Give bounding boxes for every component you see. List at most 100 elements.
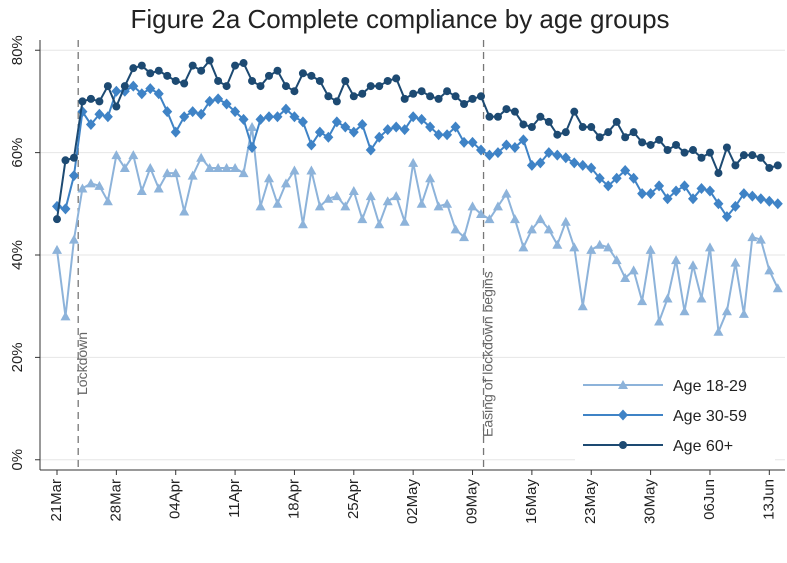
marker xyxy=(374,219,385,229)
marker xyxy=(102,111,113,123)
marker xyxy=(324,92,333,101)
marker xyxy=(392,74,401,83)
marker xyxy=(348,126,359,138)
marker xyxy=(552,239,563,249)
marker xyxy=(655,135,664,144)
x-tick-label: 16May xyxy=(523,479,540,525)
marker xyxy=(526,159,537,171)
marker xyxy=(688,193,698,205)
marker xyxy=(561,128,570,137)
x-tick-label: 21Mar xyxy=(48,479,65,522)
marker xyxy=(238,168,249,178)
marker xyxy=(230,106,241,118)
marker xyxy=(214,76,223,85)
marker xyxy=(536,112,545,121)
marker xyxy=(137,61,146,70)
marker xyxy=(239,59,248,68)
marker xyxy=(671,255,682,265)
marker xyxy=(543,147,554,159)
marker xyxy=(280,103,291,115)
marker xyxy=(426,92,435,101)
marker xyxy=(400,94,409,103)
marker xyxy=(264,173,274,183)
marker xyxy=(620,273,631,283)
marker xyxy=(704,185,715,197)
marker xyxy=(501,139,512,151)
marker xyxy=(340,201,351,211)
marker xyxy=(170,168,181,178)
marker xyxy=(646,140,655,149)
marker xyxy=(153,88,164,100)
marker xyxy=(603,180,614,192)
marker xyxy=(171,76,180,85)
marker xyxy=(187,170,198,180)
marker xyxy=(391,191,402,201)
marker xyxy=(425,121,436,133)
marker xyxy=(543,224,554,234)
marker xyxy=(112,102,121,111)
marker xyxy=(213,93,224,105)
marker xyxy=(85,178,96,188)
marker xyxy=(578,123,587,132)
marker xyxy=(408,157,419,167)
marker xyxy=(348,186,359,196)
marker xyxy=(391,121,402,133)
marker xyxy=(221,98,232,110)
series-line xyxy=(56,126,779,333)
marker xyxy=(61,156,70,165)
marker xyxy=(629,128,638,137)
marker xyxy=(772,198,783,210)
marker xyxy=(307,71,316,80)
marker xyxy=(721,211,732,223)
marker xyxy=(52,244,62,254)
marker xyxy=(298,69,307,78)
marker xyxy=(314,201,325,211)
marker xyxy=(618,409,628,421)
marker xyxy=(357,214,368,224)
marker xyxy=(145,162,156,172)
marker xyxy=(662,293,673,303)
x-tick-label: 13Jun xyxy=(760,479,777,520)
marker xyxy=(553,130,562,139)
marker xyxy=(366,82,375,91)
marker xyxy=(95,97,104,106)
marker xyxy=(764,265,775,275)
marker xyxy=(221,162,232,172)
marker xyxy=(477,92,485,101)
marker xyxy=(621,133,630,142)
marker xyxy=(136,186,147,196)
marker xyxy=(383,76,392,85)
marker xyxy=(281,82,290,91)
marker xyxy=(509,214,520,224)
chart-title: Figure 2a Complete compliance by age gro… xyxy=(130,4,669,34)
marker xyxy=(696,293,707,303)
marker xyxy=(102,196,113,206)
marker xyxy=(340,121,351,133)
marker xyxy=(86,94,95,103)
marker xyxy=(365,144,376,156)
marker xyxy=(374,131,385,143)
marker xyxy=(306,165,317,175)
marker xyxy=(297,116,308,128)
marker xyxy=(688,260,698,270)
marker xyxy=(94,180,105,190)
annotation-text: Easing of lockdown begins xyxy=(480,271,496,437)
marker xyxy=(756,153,765,162)
marker xyxy=(204,162,215,172)
marker xyxy=(569,157,580,169)
marker xyxy=(679,306,690,316)
marker xyxy=(518,242,529,252)
marker xyxy=(68,234,79,244)
marker xyxy=(755,234,766,244)
marker xyxy=(764,195,775,207)
marker xyxy=(170,126,181,138)
marker xyxy=(519,120,528,129)
marker xyxy=(60,203,71,215)
marker xyxy=(510,107,519,116)
marker xyxy=(612,117,621,126)
marker xyxy=(484,214,495,224)
marker xyxy=(120,82,129,91)
marker xyxy=(68,170,79,182)
marker xyxy=(739,151,748,160)
marker xyxy=(179,111,190,123)
